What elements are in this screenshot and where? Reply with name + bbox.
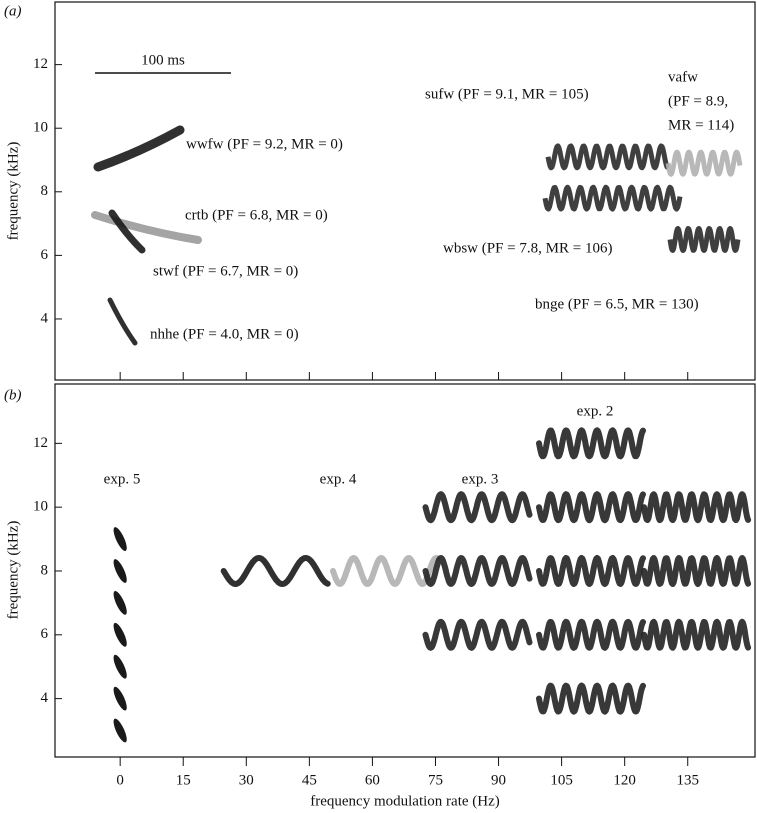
y-tick-label: 10 <box>33 499 48 515</box>
y-tick-label: 12 <box>33 435 48 451</box>
call-label: sufw (PF = 9.1, MR = 105) <box>425 86 589 102</box>
series-label: exp. 4 <box>320 471 357 487</box>
x-tick-label: 105 <box>550 772 573 788</box>
call-trace <box>667 226 741 253</box>
stimulus <box>536 555 646 587</box>
stimulus <box>641 491 752 524</box>
x-tick-label: 15 <box>176 772 191 788</box>
y-tick-label: 4 <box>41 690 49 706</box>
y-tick-label: 10 <box>33 120 48 136</box>
stimulus <box>113 622 127 647</box>
stimulus <box>113 686 127 711</box>
stimulus <box>536 618 646 651</box>
stimulus <box>113 590 127 615</box>
stimulus <box>113 559 127 583</box>
stimulus <box>536 491 646 524</box>
call-trace <box>107 297 138 346</box>
x-axis-label: frequency modulation rate (Hz) <box>310 793 500 809</box>
x-tick-label: 30 <box>239 772 254 788</box>
call-label: wwfw (PF = 9.2, MR = 0) <box>186 136 343 152</box>
series-label: exp. 2 <box>577 403 614 419</box>
stimulus <box>422 618 533 651</box>
call-label: MR = 114) <box>668 117 734 133</box>
call-label: stwf (PF = 6.7, MR = 0) <box>153 263 298 279</box>
y-tick-label: 6 <box>41 626 49 642</box>
panel-label: (a) <box>4 3 22 19</box>
stimulus <box>422 555 533 587</box>
stimulus <box>113 527 127 551</box>
call-label: vafw <box>668 69 698 85</box>
stimulus <box>113 718 127 743</box>
call-trace <box>93 125 185 172</box>
stimulus <box>422 491 533 524</box>
y-tick-label: 6 <box>41 247 49 263</box>
x-tick-label: 60 <box>365 772 380 788</box>
y-axis-label: frequency (kHz) <box>5 142 21 241</box>
y-tick-label: 4 <box>41 310 49 326</box>
call-trace <box>91 211 202 244</box>
stimulus <box>113 654 127 679</box>
call-trace <box>545 143 670 171</box>
stimulus <box>536 682 646 715</box>
call-label: crtb (PF = 6.8, MR = 0) <box>185 207 328 223</box>
x-tick-label: 0 <box>116 772 124 788</box>
y-axis-label: frequency (kHz) <box>5 521 21 620</box>
panel-label: (b) <box>4 387 22 403</box>
series-label: exp. 3 <box>462 471 499 487</box>
call-label: bnge (PF = 6.5, MR = 130) <box>535 296 699 312</box>
call-label: (PF = 8.9, <box>668 93 728 109</box>
x-tick-label: 90 <box>491 772 506 788</box>
x-tick-label: 120 <box>613 772 636 788</box>
stimulus <box>330 555 440 587</box>
x-tick-label: 45 <box>302 772 317 788</box>
stimulus <box>641 555 752 587</box>
call-label: wbsw (PF = 7.8, MR = 106) <box>443 240 612 256</box>
scale-bar-label: 100 ms <box>141 52 185 68</box>
call-label: nhhe (PF = 4.0, MR = 0) <box>150 326 299 342</box>
call-trace <box>665 149 743 177</box>
stimulus <box>536 427 646 460</box>
y-tick-label: 12 <box>33 56 48 72</box>
x-tick-label: 135 <box>676 772 699 788</box>
stimulus <box>641 618 752 651</box>
series-label: exp. 5 <box>104 471 141 487</box>
stimulus <box>220 555 331 587</box>
panel-a-frame <box>54 1 756 381</box>
y-tick-label: 8 <box>41 562 49 578</box>
call-trace <box>542 184 683 212</box>
call-trace <box>108 209 146 254</box>
y-tick-label: 8 <box>41 183 49 199</box>
x-tick-label: 75 <box>428 772 443 788</box>
